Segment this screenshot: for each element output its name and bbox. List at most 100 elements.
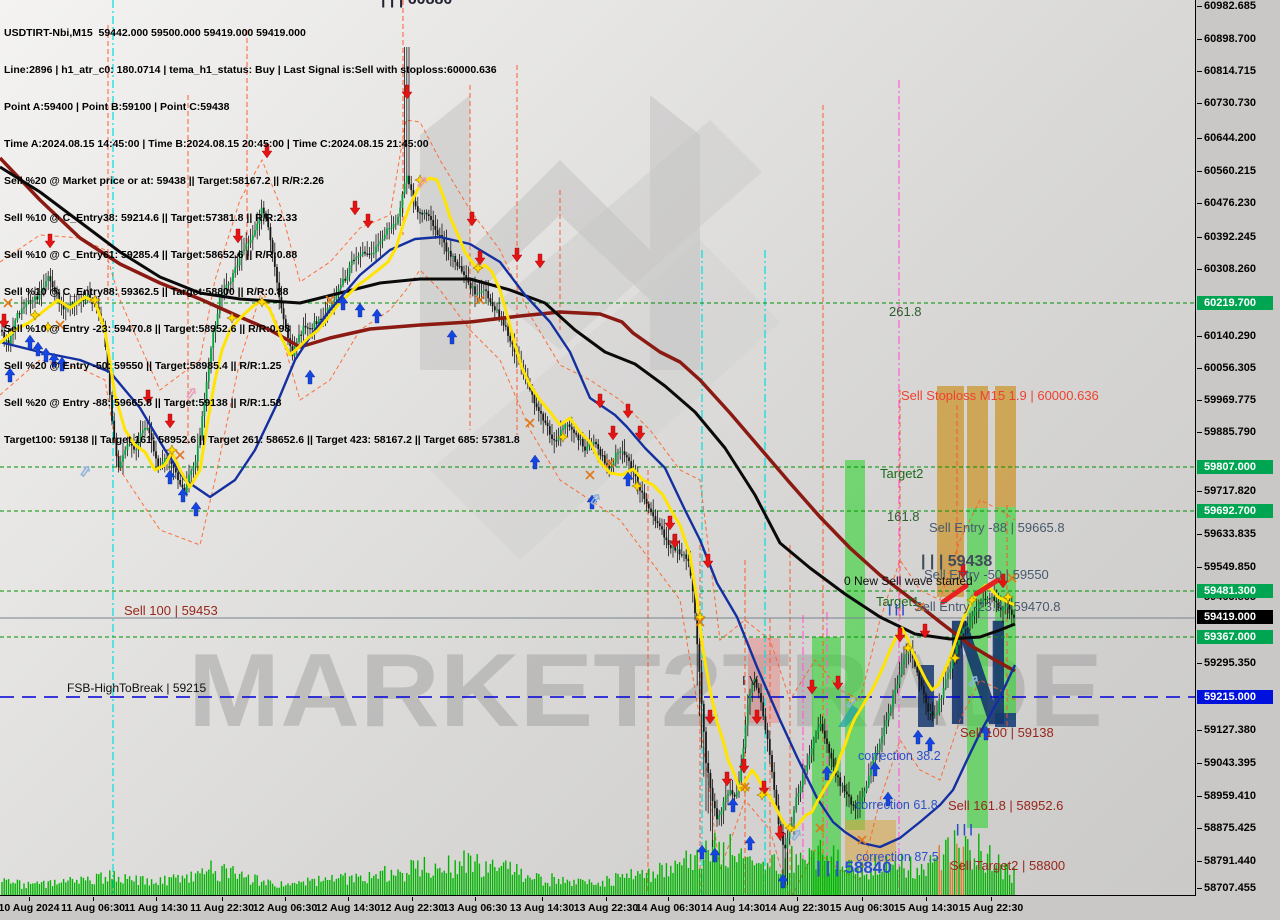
star-marker-icon — [557, 431, 569, 443]
chart-annotation: correction 38.2 — [858, 749, 941, 763]
star-marker-icon — [472, 262, 484, 274]
price-tick-label: 59885.790 — [1204, 426, 1256, 438]
chart-annotation: 161.8 — [887, 509, 920, 524]
sell-arrow-icon — [806, 679, 818, 695]
upper-band — [0, 119, 1016, 702]
price-tick-label: 58959.410 — [1204, 790, 1256, 802]
buy-arrow-icon — [709, 847, 721, 863]
chart-annotation: Sell 161.8 | 58952.6 — [948, 798, 1064, 813]
sell-arrow-icon — [142, 389, 154, 405]
star-marker-icon — [949, 652, 961, 664]
sell-arrow-icon — [669, 533, 681, 549]
star-marker-icon — [631, 480, 643, 492]
sell-arrow-icon — [607, 425, 619, 441]
chart-annotation: | | | 58840 — [816, 858, 892, 877]
price-tick-label: 60982.685 — [1204, 0, 1256, 12]
buy-arrow-icon — [24, 334, 36, 350]
buy-arrow-icon — [40, 347, 52, 363]
price-tick-label: 58791.440 — [1204, 855, 1256, 867]
time-tick-label: 13 Aug 14:30 — [509, 902, 575, 914]
price-tick — [1197, 103, 1202, 104]
sell-arrow-icon — [894, 627, 906, 643]
price-tick — [1197, 203, 1202, 204]
buy-arrow-icon — [727, 797, 739, 813]
signal-zone — [967, 386, 988, 508]
time-axis[interactable]: 10 Aug 2024 11 Aug 06:30 11 Aug 14:30 11 Au… — [0, 897, 1280, 920]
price-tick-label: 60392.245 — [1204, 231, 1256, 243]
chart-annotation: | | | — [888, 602, 905, 616]
price-tick — [1197, 237, 1202, 238]
ma-fast-yellow — [0, 176, 1016, 832]
time-tick-label: 14 Aug 06:30 — [635, 902, 701, 914]
info-line-entry-88: Sell %20 @ Entry -88: 59665.8 || Target:… — [4, 397, 282, 409]
star-marker-icon — [902, 642, 914, 654]
time-tick — [606, 897, 607, 901]
sell-arrow-icon — [721, 771, 733, 787]
price-tick — [1197, 336, 1202, 337]
chart-annotation: Sell Stoploss M15 1.9 | 60000.636 — [901, 388, 1099, 403]
star-marker-icon — [1002, 591, 1014, 603]
logo-m-watermark — [420, 95, 700, 370]
info-line-entry-23: Sell %10 @ Entry -23: 59470.8 || Target:… — [4, 322, 291, 335]
chart-annotation: Sell Target2 | 58800 — [950, 858, 1066, 873]
sell-arrow-icon — [466, 211, 478, 227]
sell-arrow-icon — [774, 825, 786, 841]
ma-slow-black — [0, 165, 1016, 641]
info-line-points: Point A:59400 | Point B:59100 | Point C:… — [4, 100, 230, 113]
sell-arrow-icon — [511, 247, 523, 263]
buy-arrow-icon — [164, 469, 176, 485]
info-line-signal: Line:2896 | h1_atr_c0: 180.0714 | tema_h… — [4, 63, 497, 76]
time-tick-label: 15 Aug 06:30 — [829, 902, 895, 914]
buy-arrow-icon — [924, 736, 936, 752]
buy-arrow-icon — [696, 844, 708, 860]
time-tick — [222, 897, 223, 901]
price-tick — [1197, 491, 1202, 492]
star-marker-icon — [756, 789, 768, 801]
buy-arrow-icon — [529, 454, 541, 470]
buy-arrow-icon — [304, 369, 316, 385]
time-tick-label: 10 Aug 2024 — [0, 902, 60, 914]
time-tick — [412, 897, 413, 901]
info-line-targets: Target100: 59138 || Target 161: 58952.6 … — [4, 434, 520, 447]
time-tick-label: 13 Aug 06:30 — [442, 902, 508, 914]
chart-canvas[interactable]: MARKET2TRADE N ⇧ ⇧ ⇧ ⇧ ⇧ ⇧ ⇧ USDTIRT-Nbi,M15 594… — [0, 0, 1196, 896]
price-tick-label: 60898.700 — [1204, 33, 1256, 45]
sell-arrow-icon — [957, 563, 969, 579]
time-tick — [93, 897, 94, 901]
price-level-badge: 59419.000 — [1197, 610, 1273, 624]
buy-arrow-icon — [48, 352, 60, 368]
star-marker-icon — [846, 694, 858, 706]
sell-arrow-icon — [997, 573, 1009, 589]
time-tick — [926, 897, 927, 901]
sell-arrow-icon — [702, 553, 714, 569]
price-level-badge: 59215.000 — [1197, 690, 1273, 704]
price-axis[interactable]: 60982.685 60898.700 60814.715 60730.730 6064… — [1197, 0, 1280, 896]
time-tick — [156, 897, 157, 901]
sell-arrow-icon — [704, 709, 716, 725]
star-marker-icon — [42, 321, 54, 333]
price-tick — [1197, 138, 1202, 139]
price-level-badge: 59807.000 — [1197, 460, 1273, 474]
time-tick — [475, 897, 476, 901]
price-tick — [1197, 368, 1202, 369]
signal-zone — [845, 820, 896, 862]
chart-annotation: Sell 100 | 59138 — [960, 725, 1054, 740]
time-tick — [991, 897, 992, 901]
sell-arrow-icon — [594, 393, 606, 409]
time-tick-label: 14 Aug 14:30 — [700, 902, 766, 914]
time-tick — [797, 897, 798, 901]
info-line-entry61: Sell %10 @ C_Entry61: 59285.4 || Target:… — [4, 248, 298, 261]
chart-annotation: Target1 — [876, 594, 920, 609]
time-tick-label: 12 Aug 06:30 — [252, 902, 318, 914]
price-tick — [1197, 861, 1202, 862]
price-tick-label: 59717.820 — [1204, 485, 1256, 497]
sell-arrow-icon — [401, 84, 413, 100]
sell-arrow-icon — [0, 313, 10, 329]
price-level-badge: 60219.700 — [1197, 296, 1273, 310]
time-tick-label: 11 Aug 22:30 — [190, 902, 254, 914]
price-tick — [1197, 663, 1202, 664]
chart-annotation: I V — [742, 673, 758, 688]
star-marker-icon — [89, 294, 101, 306]
